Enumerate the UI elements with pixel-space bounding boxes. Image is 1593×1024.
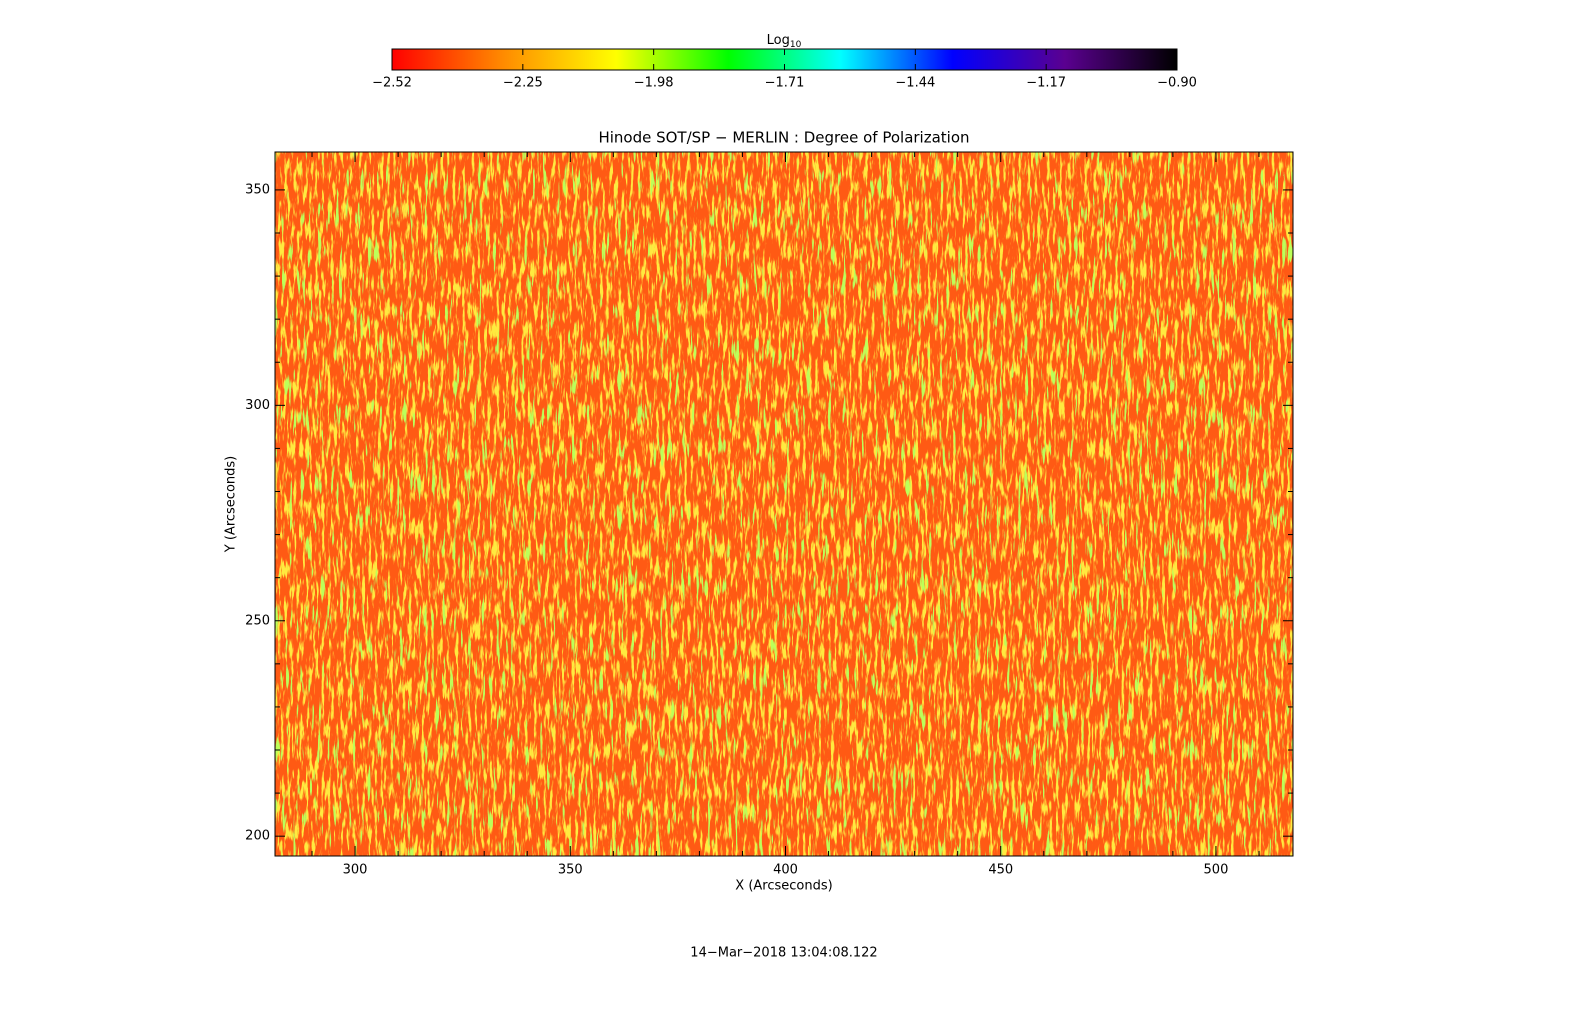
chart-title: Hinode SOT/SP − MERLIN : Degree of Polar… [598,129,969,147]
colorbar-label-subscript: 10 [790,40,802,50]
x-tick-label: 300 [343,863,368,878]
colorbar-label: Log10 [767,33,802,50]
x-axis-label: X (Arcseconds) [735,879,832,894]
colorbar-tick-label: −1.44 [895,76,935,91]
y-tick-label: 350 [245,182,270,197]
plot-area [275,152,1293,856]
colorbar-tick-label: −1.71 [765,76,805,91]
colorbar-tick-label: −2.52 [372,76,412,91]
y-tick-label: 200 [245,829,270,844]
footer-timestamp: 14−Mar−2018 13:04:08.122 [690,946,877,961]
colorbar-label-base: Log [767,33,790,48]
y-axis-label: Y (Arcseconds) [224,456,239,553]
x-tick-label: 350 [558,863,583,878]
colorbar-tick-label: −1.17 [1026,76,1066,91]
x-tick-label: 500 [1204,863,1229,878]
y-tick-label: 250 [245,613,270,628]
heatmap-texture [275,152,1293,856]
x-tick-label: 450 [988,863,1013,878]
colorbar-tick-label: −2.25 [503,76,543,91]
colorbar-tick-label: −1.98 [634,76,674,91]
colorbar-tick-label: −0.90 [1157,76,1197,91]
y-tick-label: 300 [245,398,270,413]
plot-frame [274,151,1294,857]
x-tick-label: 400 [773,863,798,878]
